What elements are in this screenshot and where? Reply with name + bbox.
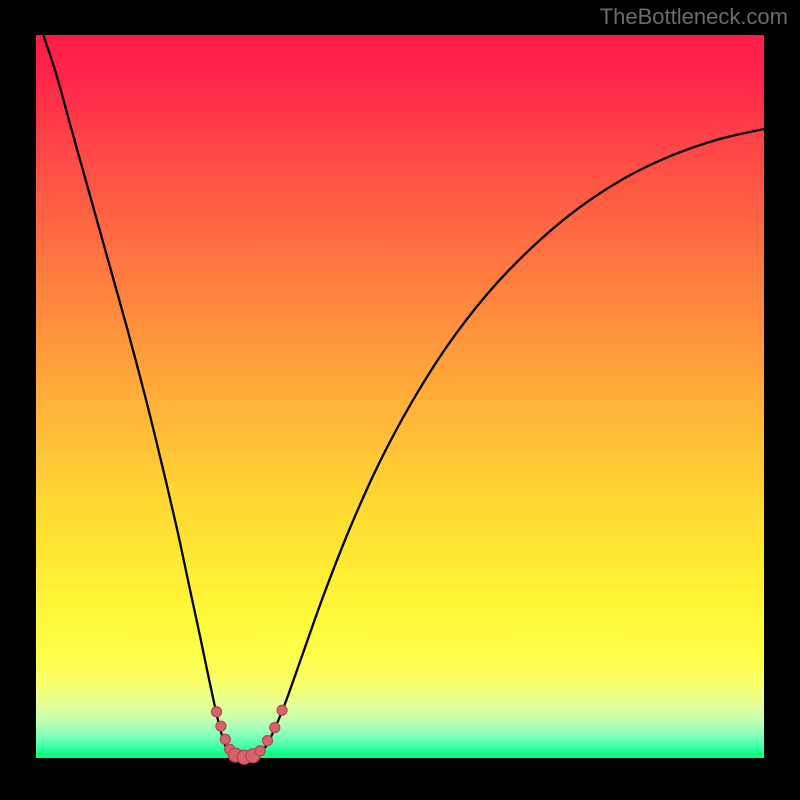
marker-point [270,723,280,733]
watermark-text: TheBottleneck.com [600,4,788,29]
marker-point [255,746,265,756]
marker-point [212,707,222,717]
chart-container: TheBottleneck.com [0,0,800,800]
bottleneck-chart: TheBottleneck.com [0,0,800,800]
bottom-band [36,754,764,758]
marker-point [220,734,230,744]
marker-point [216,721,226,731]
marker-point [263,736,273,746]
marker-point [277,705,287,715]
